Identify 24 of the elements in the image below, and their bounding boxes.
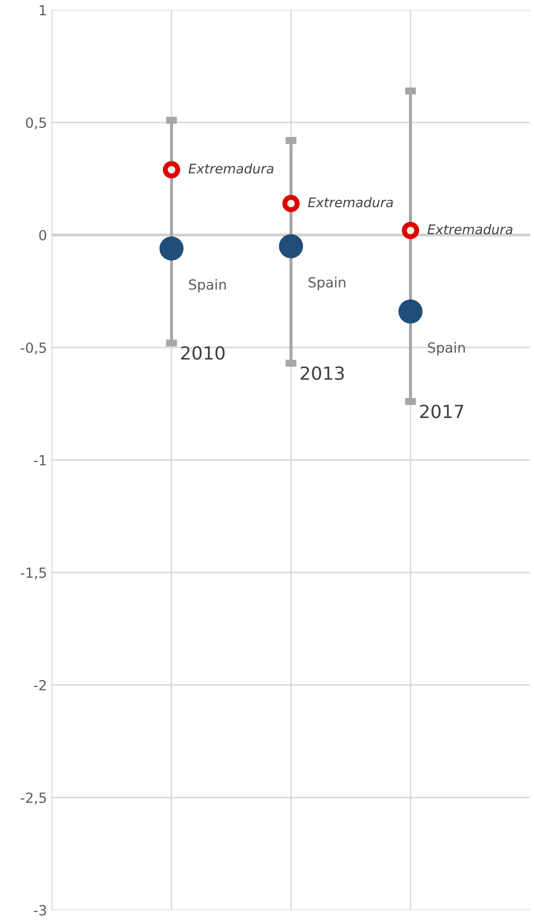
point (278, 234, 304, 258)
y-tick-label: 0,5 (26, 117, 46, 130)
text: Extremadura (428, 224, 512, 234)
annotation: 2010 (181, 346, 225, 360)
y-tick-label: -3 (34, 904, 46, 916)
point (159, 236, 184, 261)
text: Extremadura (188, 163, 274, 174)
text: Spain (189, 279, 226, 292)
y-tick-label: -2 (34, 680, 46, 690)
y-tick-label: -1 (34, 455, 46, 466)
y-tick-label: 1 (40, 5, 46, 16)
series-label: Spain (308, 276, 346, 290)
y-tick-label: -2,5 (20, 792, 46, 804)
point (282, 194, 300, 212)
annotation: 2013 (300, 366, 344, 380)
y-tick-label: -1,5 (20, 568, 46, 580)
point (398, 299, 423, 324)
point (162, 161, 180, 178)
point (402, 222, 420, 240)
series-label: Extremadura (308, 197, 393, 208)
y-tick-label: -0,5 (20, 342, 46, 354)
y-tick-label: 0 (39, 230, 46, 240)
text: Spain (428, 342, 465, 356)
annotation: 2017 (420, 404, 464, 418)
